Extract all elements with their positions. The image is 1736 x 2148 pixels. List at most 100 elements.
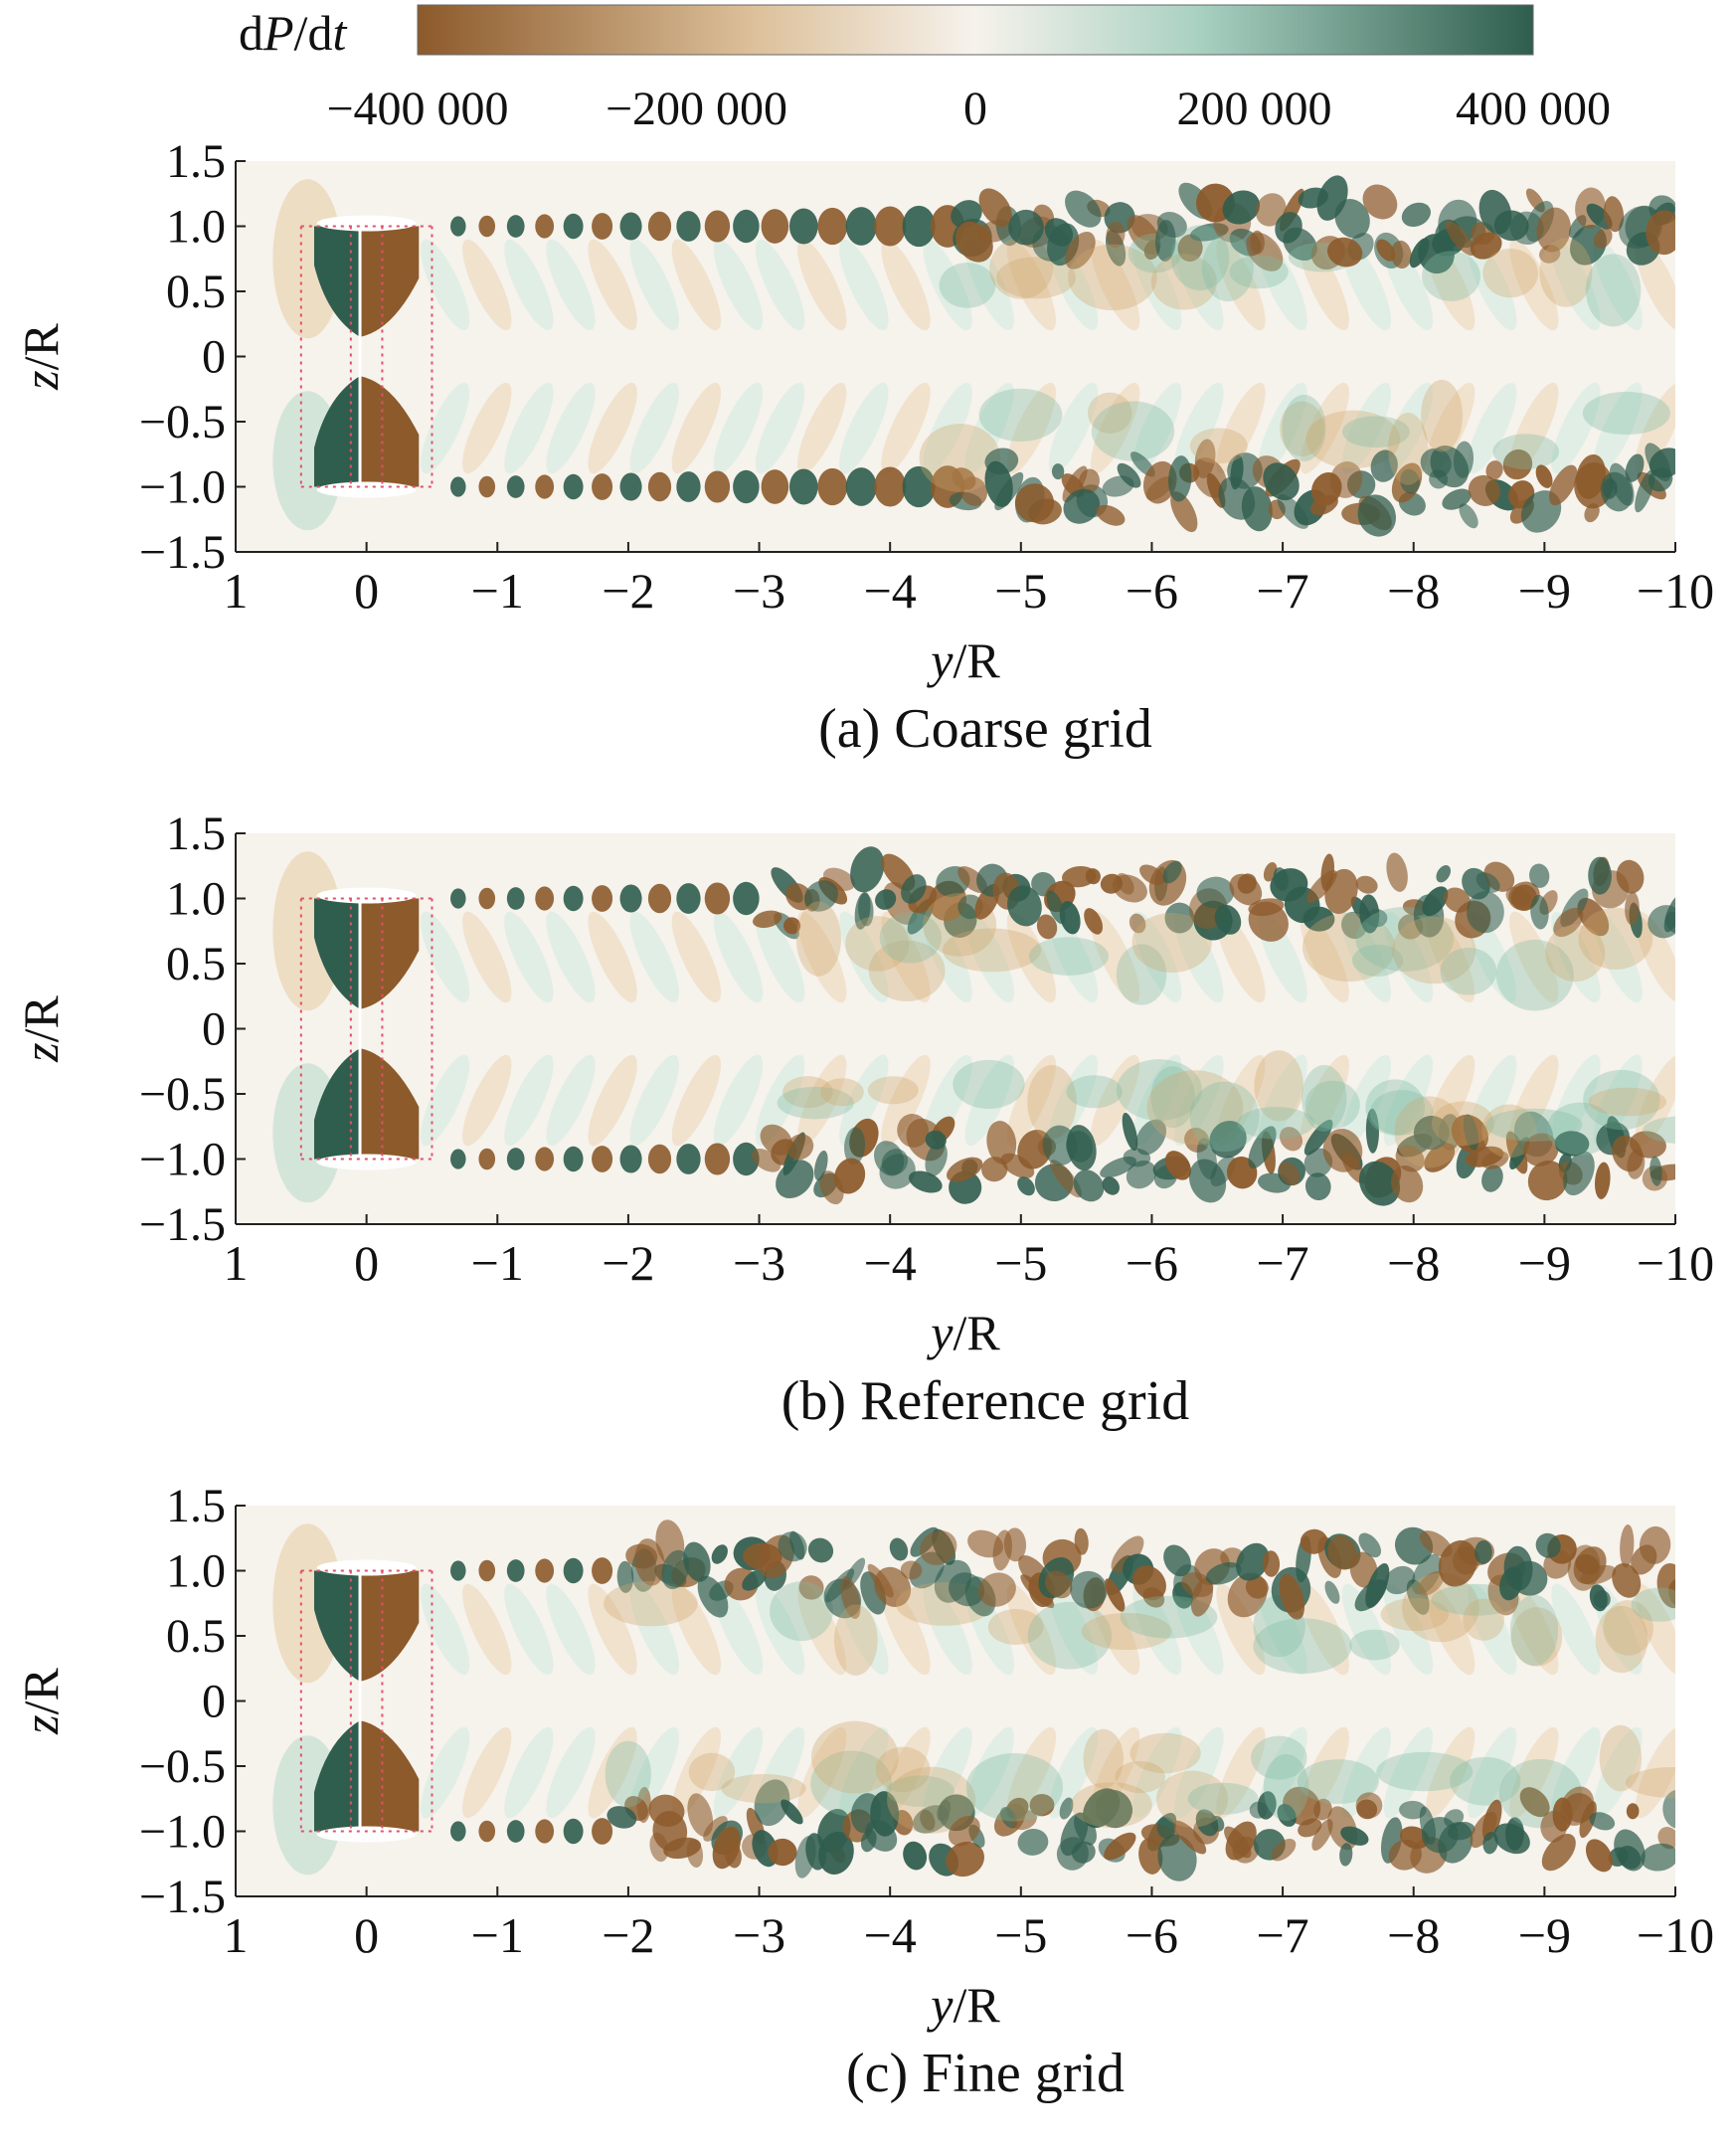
tip-vortex	[535, 1819, 555, 1844]
colorbar: dP/dt −400 000 −200 000 0 200 000 400 000	[239, 4, 1611, 135]
wake-sheet	[1006, 1054, 1056, 1147]
breakdown-structure	[1418, 234, 1455, 274]
breakdown-structure	[1045, 1570, 1073, 1599]
x-axis-label-unit: /R	[953, 1305, 1000, 1360]
breakdown-structure	[1309, 494, 1338, 516]
breakdown-structure	[1649, 448, 1675, 478]
diffuse-structure	[1631, 1587, 1675, 1622]
breakdown-structure	[1051, 463, 1065, 480]
breakdown-structure	[1485, 460, 1503, 480]
breakdown-structure	[1399, 1800, 1427, 1820]
diffuse-structure	[688, 1752, 736, 1792]
breakdown-structure	[1662, 1789, 1675, 1830]
hub-cap	[316, 1826, 417, 1843]
diffuse-structure	[1071, 1782, 1152, 1828]
diffuse-structure	[1585, 254, 1642, 327]
breakdown-structure	[1358, 1532, 1382, 1558]
x-axis-label-var: y	[926, 1977, 954, 2033]
x-tick-label-10: −9	[1518, 563, 1571, 619]
diffuse-structure	[1115, 1760, 1165, 1794]
breakdown-structure	[1576, 453, 1606, 499]
breakdown-structure	[1177, 234, 1203, 263]
contour-field	[272, 1520, 1675, 1881]
diffuse-structure	[604, 1580, 698, 1627]
tip-vortex	[563, 473, 584, 500]
breakdown-structure	[1541, 1834, 1576, 1872]
breakdown-structure	[1095, 1789, 1133, 1829]
breakdown-structure	[1214, 904, 1242, 935]
tip-vortex	[676, 211, 701, 242]
breakdown-structure	[1329, 460, 1363, 498]
wake-sheet	[1132, 1726, 1182, 1819]
breakdown-structure	[1313, 1798, 1332, 1821]
wake-sheet	[923, 1583, 972, 1676]
breakdown-structure	[901, 874, 927, 904]
tip-vortex	[535, 1147, 555, 1171]
breakdown-structure	[1170, 491, 1198, 533]
breakdown-structure	[697, 1575, 729, 1618]
wake-sheet	[839, 382, 889, 474]
diffuse-structure	[1254, 1050, 1303, 1122]
breakdown-structure	[1017, 1828, 1049, 1856]
y-tick-label-6: −1.5	[139, 1871, 226, 1923]
wake-sheet	[1300, 239, 1349, 331]
y-axis-label-var: z	[13, 1042, 69, 1062]
wake-sheet	[1468, 1726, 1517, 1819]
wake-sheet	[881, 1726, 931, 1819]
breakdown-structure	[1241, 486, 1273, 532]
wake-sheet	[462, 382, 512, 474]
diffuse-structure	[1083, 1728, 1124, 1789]
y-tick-label-6: −1.5	[139, 526, 226, 579]
breakdown-structure	[1071, 1841, 1096, 1864]
breakdown-structure	[1122, 1112, 1138, 1152]
diffuse-structure	[1376, 1751, 1474, 1792]
diffuse-structure	[1578, 907, 1653, 970]
diffuse-structure	[1189, 1081, 1260, 1153]
x-tick-label-1: 0	[354, 563, 379, 619]
breakdown-structure	[1168, 455, 1192, 502]
diffuse-structure	[1028, 937, 1109, 976]
y-tick-label-1: 1.0	[166, 201, 226, 254]
wake-sheet	[629, 1054, 679, 1147]
breakdown-structure	[1007, 885, 1042, 927]
wake-sheet	[546, 382, 596, 474]
diffuse-structure	[1463, 1598, 1505, 1641]
breakdown-structure	[1210, 1156, 1236, 1187]
breakdown-structure	[1012, 1810, 1037, 1831]
x-tick-label-9: −8	[1387, 1235, 1440, 1291]
wake-sheet	[964, 382, 1014, 474]
breakdown-structure	[1390, 1165, 1424, 1203]
breakdown-structure	[1065, 190, 1102, 228]
diffuse-structure	[1341, 416, 1410, 448]
y-tick-label-6: −1.5	[139, 1198, 226, 1251]
breakdown-structure	[951, 200, 982, 229]
diffuse-structure	[1027, 1601, 1113, 1670]
wake-sheet	[839, 239, 889, 331]
wake-sheet	[839, 1726, 889, 1819]
breakdown-structure	[1584, 503, 1600, 523]
breakdown-structure	[1386, 852, 1408, 892]
breakdown-structure	[1530, 894, 1549, 930]
wake-sheet	[1006, 1726, 1056, 1819]
colorbar-tick-label-4: 400 000	[1456, 83, 1611, 135]
wake-sheet	[1593, 382, 1643, 474]
breakdown-structure	[1049, 1160, 1083, 1198]
diffuse-structure	[1495, 939, 1574, 1011]
wake-sheet	[839, 1054, 889, 1147]
breakdown-structure	[742, 1568, 768, 1591]
wake-sheet	[629, 382, 679, 474]
tip-vortex	[563, 885, 584, 912]
breakdown-structure	[1326, 237, 1363, 268]
wake-sheet	[1300, 911, 1349, 1003]
tip-vortex	[592, 885, 613, 912]
tip-vortex	[450, 888, 466, 909]
tip-vortex	[817, 207, 848, 246]
breakdown-structure	[1070, 1570, 1108, 1609]
diffuse-structure	[1349, 1629, 1400, 1661]
panel-caption: (c) Fine grid	[846, 2043, 1125, 2104]
wake-sheet	[1341, 1583, 1391, 1676]
breakdown-structure	[1334, 198, 1370, 239]
diffuse-structure	[1402, 1572, 1479, 1643]
wake-sheet	[1132, 911, 1182, 1003]
wake-sheet	[462, 1583, 512, 1676]
